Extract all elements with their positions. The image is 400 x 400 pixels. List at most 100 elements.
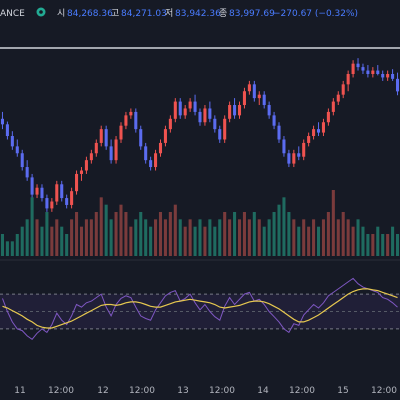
candle-body — [297, 153, 301, 157]
candle-body — [316, 129, 321, 133]
close-label: 종 — [219, 8, 227, 19]
volume-bar — [307, 226, 311, 256]
volume-bar — [346, 219, 350, 256]
volume-bar — [262, 226, 266, 256]
x-tick-label: 12:00 — [129, 386, 155, 396]
candle-body — [341, 84, 345, 95]
candle-body — [252, 84, 256, 99]
x-axis: 11 12:00 12 12:00 13 12:00 14 12:00 15 12:00 — [14, 386, 397, 396]
candle-body — [312, 129, 316, 137]
candle-body — [262, 94, 266, 106]
candle — [228, 101, 232, 123]
volume-bar — [129, 226, 133, 256]
volume-bar — [326, 212, 330, 256]
candle-body — [218, 129, 222, 140]
volume-bar — [312, 219, 316, 256]
candle-body — [178, 101, 182, 116]
volume-bar — [381, 234, 385, 256]
candle — [154, 149, 158, 171]
candle — [312, 125, 316, 140]
candle-body — [321, 122, 325, 133]
candle-body — [144, 146, 148, 161]
volume-bar — [99, 197, 103, 256]
volume-bar — [60, 226, 64, 256]
candle — [119, 122, 123, 143]
volume-bar — [316, 226, 321, 256]
candle — [124, 111, 128, 130]
volume-bar — [178, 219, 182, 256]
candle — [356, 58, 360, 71]
candle-body — [30, 177, 34, 195]
candle — [277, 122, 281, 143]
candle — [15, 139, 19, 157]
candle — [233, 98, 237, 119]
candle — [89, 149, 93, 164]
candle-body — [50, 201, 54, 209]
volume-bar — [5, 241, 9, 256]
candle — [79, 167, 84, 181]
volume-bar — [376, 226, 380, 256]
candle — [30, 173, 34, 199]
candle-body — [208, 108, 212, 119]
candle — [168, 115, 172, 133]
candle — [242, 87, 246, 109]
candle — [134, 108, 138, 133]
volume-bar — [188, 219, 192, 256]
candle — [149, 156, 153, 171]
volume-bar — [124, 212, 128, 256]
volume-bar — [396, 234, 400, 256]
volume-bar — [154, 219, 158, 256]
candle-body — [366, 70, 370, 75]
candle-body — [25, 167, 29, 178]
candle — [40, 184, 44, 202]
volume-bar — [55, 219, 59, 256]
x-tick-label: 14 — [257, 386, 269, 396]
volume-bar — [15, 234, 19, 256]
candle — [213, 115, 217, 133]
volume-bar — [321, 219, 325, 256]
candle — [331, 98, 335, 116]
candle-body — [203, 108, 207, 123]
candle-body — [139, 129, 143, 147]
candle-body — [65, 198, 69, 205]
candle-body — [381, 74, 385, 78]
candle-body — [188, 101, 192, 109]
candle-body — [272, 115, 276, 126]
volume-bar — [203, 226, 207, 256]
eye-icon[interactable] — [36, 7, 46, 17]
candle — [351, 60, 355, 78]
candle-body — [168, 118, 172, 130]
candle-body — [119, 125, 123, 140]
candle-body — [228, 105, 232, 119]
candle-body — [163, 129, 167, 143]
volume-bar — [70, 219, 74, 256]
candle-body — [237, 105, 242, 116]
candle — [84, 156, 88, 174]
candle — [223, 115, 227, 143]
candle — [94, 139, 98, 157]
volume-bar — [163, 219, 167, 256]
volume-bar — [20, 226, 24, 256]
candle-body — [287, 153, 291, 164]
candle-body — [193, 101, 197, 112]
candle — [307, 132, 311, 147]
candle-body — [267, 105, 271, 116]
chart-header: ANCE 시 84,268.36 고 84,271.03 저 83,942.36… — [0, 7, 358, 19]
volume-bar — [25, 219, 29, 256]
volume-bar — [144, 219, 148, 256]
volume-bar — [247, 219, 251, 256]
volume-bar — [331, 190, 335, 256]
candle-body — [114, 139, 118, 161]
volume-bar — [292, 219, 296, 256]
candle — [0, 111, 4, 130]
candle-body — [134, 111, 138, 130]
volume-bar — [257, 219, 261, 256]
candle — [129, 108, 133, 119]
candle — [10, 131, 14, 150]
candle-body — [346, 74, 350, 85]
candle — [287, 149, 291, 168]
candle-body — [173, 101, 177, 119]
candle-body — [336, 94, 340, 102]
open-value: 84,268.36 — [67, 9, 113, 19]
